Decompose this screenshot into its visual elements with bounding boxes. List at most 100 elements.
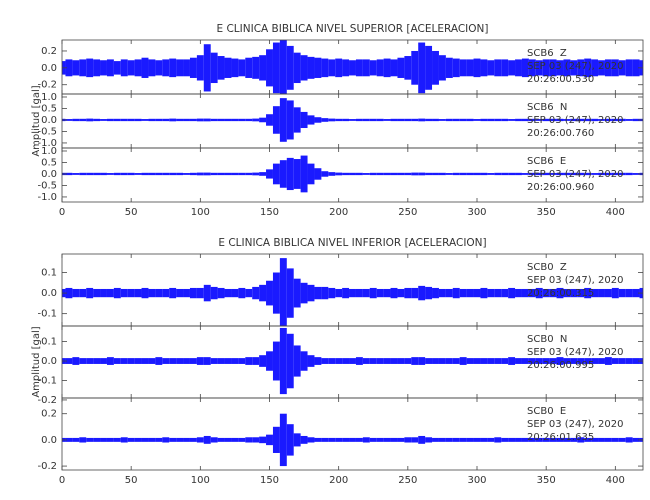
envelope-bar [521,58,529,78]
envelope-bar [349,172,356,176]
envelope-bar [418,435,426,444]
envelope-bar [335,288,343,298]
envelope-bar [272,426,280,453]
envelope-bar [459,172,467,176]
envelope-bar [217,287,225,299]
envelope-bar [203,357,211,365]
x-tick-label: 100 [191,475,210,486]
envelope-bar [591,288,599,298]
envelope-bar [183,437,190,442]
envelope-bar [342,287,350,299]
envelope-bar [86,118,94,122]
envelope-bar [335,437,343,442]
envelope-bar [224,172,232,176]
envelope-bar [404,172,412,176]
envelope-bar [618,288,626,298]
envelope-bar [390,118,398,122]
envelope-bar [411,172,419,176]
envelope-bar [293,159,301,189]
envelope-bar [100,172,107,176]
envelope-bar [224,358,232,364]
y-tick-label: 0.0 [41,435,57,446]
envelope-bar [521,358,529,364]
envelope-bar [314,168,322,180]
panel-frame [61,397,644,471]
envelope-bar [113,287,121,299]
x-tick-label: 350 [537,207,556,218]
envelope-bar [508,287,516,299]
envelope-bar [611,358,619,364]
envelope-bar [611,437,619,442]
envelope-bar [438,119,446,121]
envelope-bar [127,172,135,176]
envelope-bar [79,358,87,364]
envelope-bar [438,437,446,442]
envelope-bar [611,287,619,299]
envelope-bar [196,287,204,299]
envelope-bar [245,57,253,78]
envelope-bar [335,172,343,176]
envelope-bar [549,288,557,298]
envelope-bar [355,288,363,298]
envelope-bar [65,172,73,176]
envelope-bar [148,358,156,364]
envelope-bar [176,59,184,77]
envelope-bar [618,437,626,442]
envelope-bar [508,119,516,121]
x-tick-label: 250 [398,475,417,486]
envelope-bar [349,358,356,364]
envelope-bar [203,435,211,444]
envelope-bar [425,358,433,364]
envelope-bar [176,358,184,364]
envelope-bar [113,61,121,75]
envelope-bar [72,173,80,175]
date-label: SEP 03 (247), 2020 [527,115,623,126]
envelope-bar [473,288,481,298]
envelope-bar [349,288,356,298]
envelope-bar [570,358,578,364]
envelope-bar [563,288,571,298]
envelope-bar [404,437,412,443]
envelope-bar [473,358,481,364]
envelope-bar [535,60,543,76]
envelope-bar [259,436,267,444]
envelope-bar [93,288,101,298]
envelope-bar [100,437,107,442]
envelope-bar [563,437,571,442]
envelope-bar [113,358,121,364]
envelope-bar [134,118,142,122]
envelope-bar [459,288,467,298]
envelope-bar [162,118,170,122]
envelope-bar [632,288,640,298]
envelope-bar [65,437,73,442]
envelope-bar [314,357,322,365]
envelope-bar [252,56,260,79]
envelope-bar [307,355,315,367]
date-label: SEP 03 (247), 2020 [527,61,623,72]
envelope-bar [113,172,121,176]
envelope-bar [508,437,516,442]
envelope-bar [549,118,557,122]
envelope-bar [397,358,405,364]
envelope-bar [376,437,384,442]
envelope-bar [176,172,184,176]
envelope-bar [604,59,612,77]
envelope-bar [570,60,578,76]
envelope-bar [611,172,619,176]
envelope-bar [542,172,550,176]
envelope-bar [598,358,605,364]
envelope-bar [141,119,149,121]
envelope-bar [515,288,522,298]
envelope-bar [480,437,488,442]
envelope-bar [266,49,273,87]
envelope-bar [515,437,522,442]
envelope-bar [100,60,107,76]
envelope-bar [521,173,529,175]
envelope-bar [632,437,640,442]
envelope-bar [134,59,142,77]
envelope-bar [217,437,225,442]
envelope-bar [307,56,315,79]
envelope-bar [432,172,439,176]
y-tick-label: -0.5 [37,126,57,137]
envelope-bar [245,288,253,298]
